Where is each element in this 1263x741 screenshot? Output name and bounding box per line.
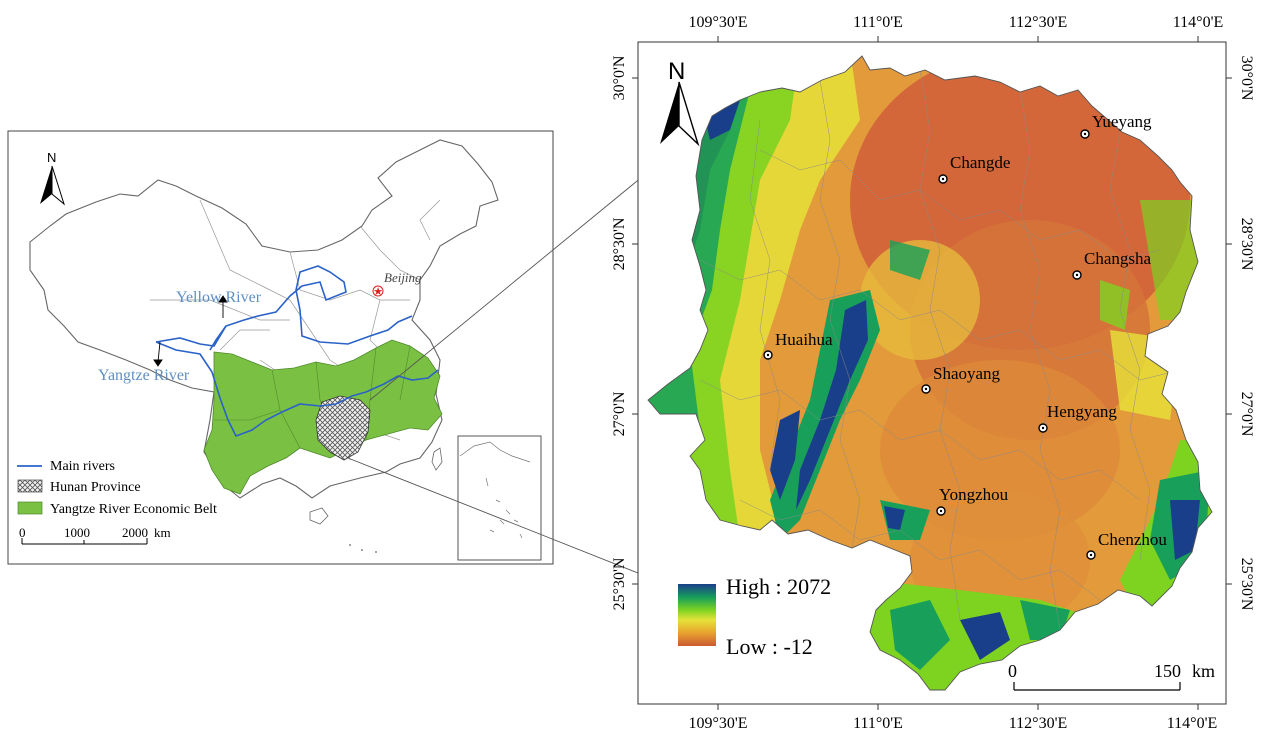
lon-bottom-0: 109°30'E: [688, 715, 747, 732]
elevation-legend: High : 2072 Low : -12: [678, 574, 831, 659]
beijing-label: Beijing: [384, 270, 422, 285]
legend-hunan-label: Hunan Province: [50, 480, 141, 495]
main-scale-150: 150: [1154, 661, 1181, 681]
lon-labels-top: 109°30'E 111°0'E 112°30'E 114°0'E: [688, 14, 1223, 31]
yangtze-river: [155, 341, 439, 438]
city-changsha-label: Changsha: [1084, 249, 1152, 268]
city-hengyang: Hengyang: [1038, 402, 1117, 433]
legend-low-label: Low : -12: [726, 634, 813, 659]
graticule-ticks: [632, 36, 1232, 710]
inset-scale-bar: 0 1000 2000 km: [19, 525, 171, 545]
legend-belt-label: Yangtze River Economic Belt: [50, 502, 217, 517]
city-yongzhou: Yongzhou: [936, 485, 1009, 516]
city-changsha: Changsha: [1072, 249, 1152, 280]
inset-north-arrow-icon: [40, 165, 65, 206]
inset-north-label: N: [47, 150, 56, 165]
legend-belt-swatch: [17, 501, 43, 515]
city-markers: Yueyang Changde Changsha Huaihua Shaoyan…: [763, 112, 1167, 560]
hunan-province: [315, 395, 371, 461]
elevation-gradient-bar: [678, 584, 716, 646]
lat-left-0: 30°0'N: [611, 55, 628, 100]
main-north-arrow-icon: [660, 81, 700, 147]
lat-left-3: 25°30'N: [611, 557, 628, 610]
lat-right-3: 25°30'N: [1238, 558, 1255, 611]
lat-right-1: 28°30'N: [1238, 218, 1255, 271]
lon-top-2: 112°30'E: [1009, 14, 1067, 31]
inset-scale-0: 0: [19, 525, 26, 540]
inset-legend: Main rivers Hunan Province Yangtze River…: [17, 459, 217, 517]
inset-scale-1000: 1000: [64, 525, 90, 540]
main-rivers: [155, 265, 439, 438]
inset-scale-unit: km: [154, 525, 171, 540]
south-china-sea-inset: [457, 435, 542, 561]
beijing-star-icon: ★: [373, 286, 383, 298]
city-shaoyang: Shaoyang: [921, 364, 1001, 394]
lon-bottom-1: 111°0'E: [853, 715, 903, 732]
lon-top-1: 111°0'E: [853, 14, 903, 31]
city-huaihua-label: Huaihua: [775, 330, 833, 349]
legend-hunan-swatch: [17, 479, 43, 493]
inset-map: ★ Beijing Yellow River Yangtze River N M…: [7, 130, 554, 565]
lon-labels-bottom: 109°30'E 111°0'E 112°30'E 114°0'E: [688, 715, 1217, 732]
main-scale-unit: km: [1192, 661, 1215, 681]
city-shaoyang-label: Shaoyang: [933, 364, 1001, 383]
inset-scale-2000: 2000: [122, 525, 148, 540]
lon-bottom-2: 112°30'E: [1009, 715, 1067, 732]
lon-top-0: 109°30'E: [688, 14, 747, 31]
city-yueyang-label: Yueyang: [1092, 112, 1152, 131]
lat-right-2: 27°0'N: [1238, 392, 1255, 437]
lat-right-0: 30°0'N: [1238, 56, 1255, 101]
lat-left-1: 28°30'N: [611, 217, 628, 270]
main-scale-0: 0: [1008, 661, 1017, 681]
yellow-river-label: Yellow River: [176, 289, 262, 306]
lat-left-2: 27°0'N: [611, 391, 628, 436]
lon-bottom-3: 114°0'E: [1167, 715, 1217, 732]
legend-high-label: High : 2072: [726, 574, 831, 599]
city-changde-label: Changde: [950, 153, 1010, 172]
yellow-river: [155, 265, 413, 347]
main-map: N Yueyang Changde Changsha Huaihua Shaoy…: [611, 14, 1255, 732]
lat-labels-right: 30°0'N 28°30'N 27°0'N 25°30'N: [1238, 56, 1255, 611]
lon-top-3: 114°0'E: [1173, 14, 1223, 31]
city-yongzhou-label: Yongzhou: [939, 485, 1009, 504]
city-changde: Changde: [938, 153, 1010, 184]
main-north-label: N: [668, 58, 685, 85]
lat-labels-left: 30°0'N 28°30'N 27°0'N 25°30'N: [611, 55, 628, 610]
yangtze-river-label: Yangtze River: [98, 367, 190, 384]
main-scale-bar: 0 150 km: [1008, 661, 1215, 691]
city-huaihua: Huaihua: [763, 330, 833, 360]
city-hengyang-label: Hengyang: [1047, 402, 1117, 421]
city-chenzhou-label: Chenzhou: [1098, 530, 1167, 549]
city-chenzhou: Chenzhou: [1086, 530, 1167, 560]
legend-rivers-label: Main rivers: [50, 459, 115, 474]
city-yueyang: Yueyang: [1080, 112, 1152, 139]
